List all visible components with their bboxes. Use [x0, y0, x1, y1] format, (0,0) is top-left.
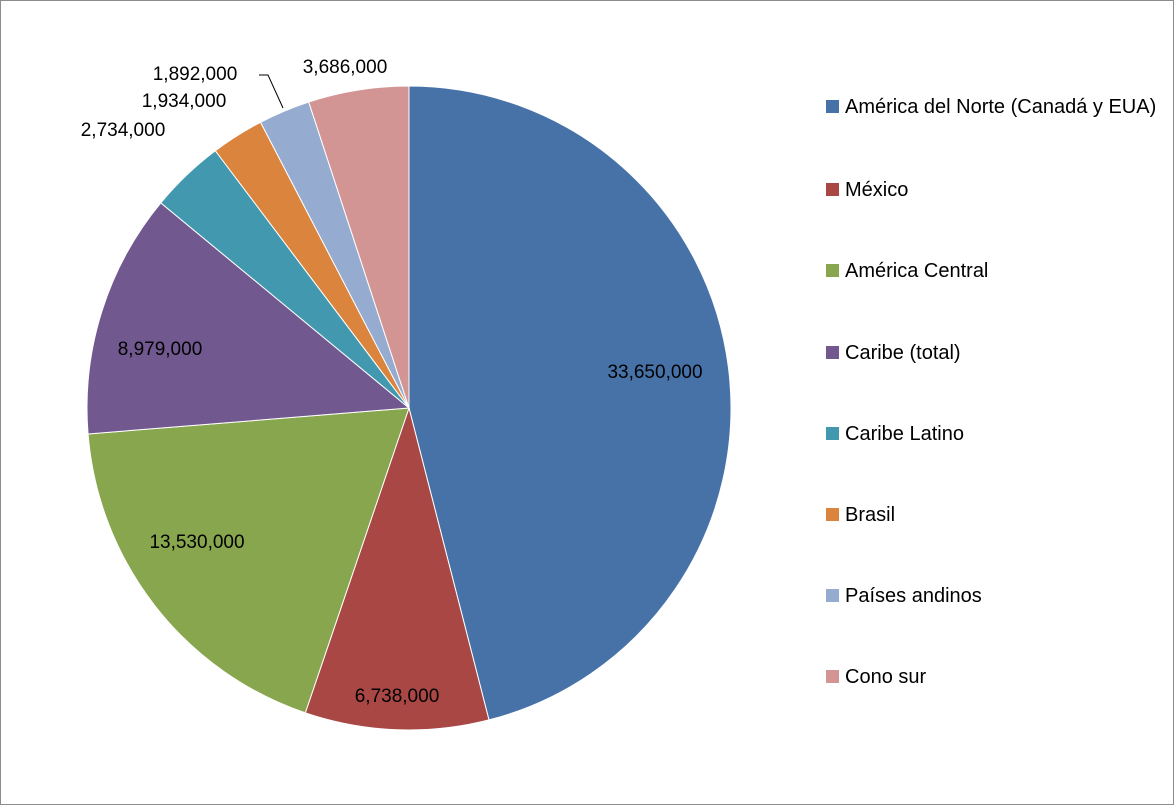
legend-item: México	[826, 177, 1166, 204]
legend-item: Cono sur	[826, 664, 1166, 691]
legend-label: México	[845, 179, 909, 201]
leader-line	[259, 74, 284, 109]
pie-slice	[304, 406, 490, 731]
legend-swatch	[826, 264, 839, 277]
data-label: 6,738,000	[355, 686, 440, 707]
data-label: 13,530,000	[149, 532, 244, 553]
pie-slice	[87, 407, 410, 714]
pie-slice	[308, 85, 410, 409]
data-label: 3,686,000	[303, 57, 388, 78]
legend-label: América Central	[845, 260, 989, 282]
pie-slice	[86, 202, 411, 435]
legend-swatch	[826, 427, 839, 440]
legend-item: Caribe (total)	[826, 340, 1166, 367]
legend-swatch	[826, 670, 839, 683]
legend-label: Caribe (total)	[845, 342, 961, 364]
pie-slice	[408, 85, 732, 721]
legend-label: Cono sur	[845, 666, 927, 688]
legend-item: América Central	[826, 258, 1166, 285]
data-label: 1,934,000	[142, 91, 227, 112]
legend-item: Países andinos	[826, 583, 1166, 610]
data-label: 1,892,000	[153, 64, 238, 85]
legend-swatch	[826, 100, 839, 113]
legend-label: Países andinos	[845, 585, 982, 607]
data-label: 2,734,000	[81, 120, 166, 141]
legend-label: Caribe Latino	[845, 423, 964, 445]
legend-item: América del Norte (Canadá y EUA)	[826, 94, 1166, 121]
legend-label: América del Norte (Canadá y EUA)	[845, 96, 1157, 118]
legend-swatch	[826, 589, 839, 602]
legend-item: Caribe Latino	[826, 421, 1166, 448]
legend-swatch	[826, 183, 839, 196]
legend-item: Brasil	[826, 502, 1166, 529]
data-label: 8,979,000	[118, 339, 203, 360]
data-label: 33,650,000	[607, 362, 702, 383]
legend-swatch	[826, 346, 839, 359]
legend-swatch	[826, 508, 839, 521]
legend-label: Brasil	[845, 504, 896, 526]
